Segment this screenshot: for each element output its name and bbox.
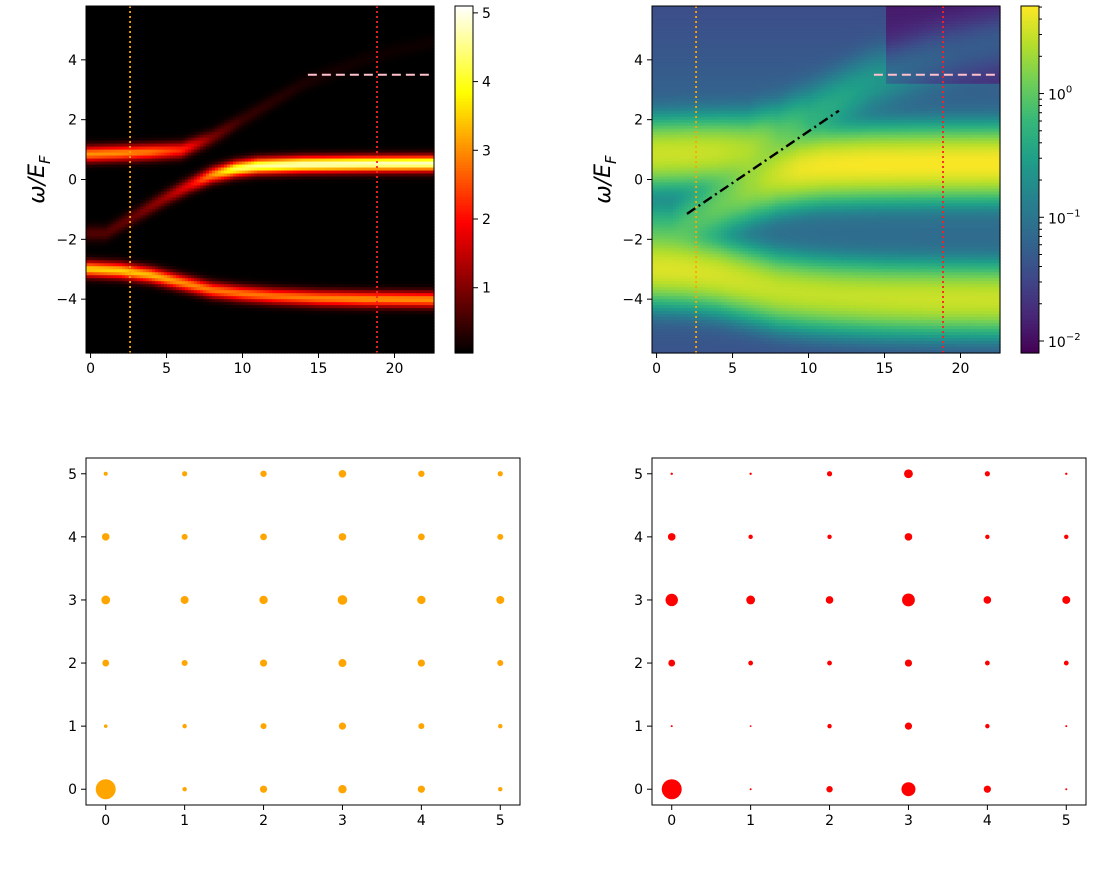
heatmap-panel-a (86, 6, 435, 354)
